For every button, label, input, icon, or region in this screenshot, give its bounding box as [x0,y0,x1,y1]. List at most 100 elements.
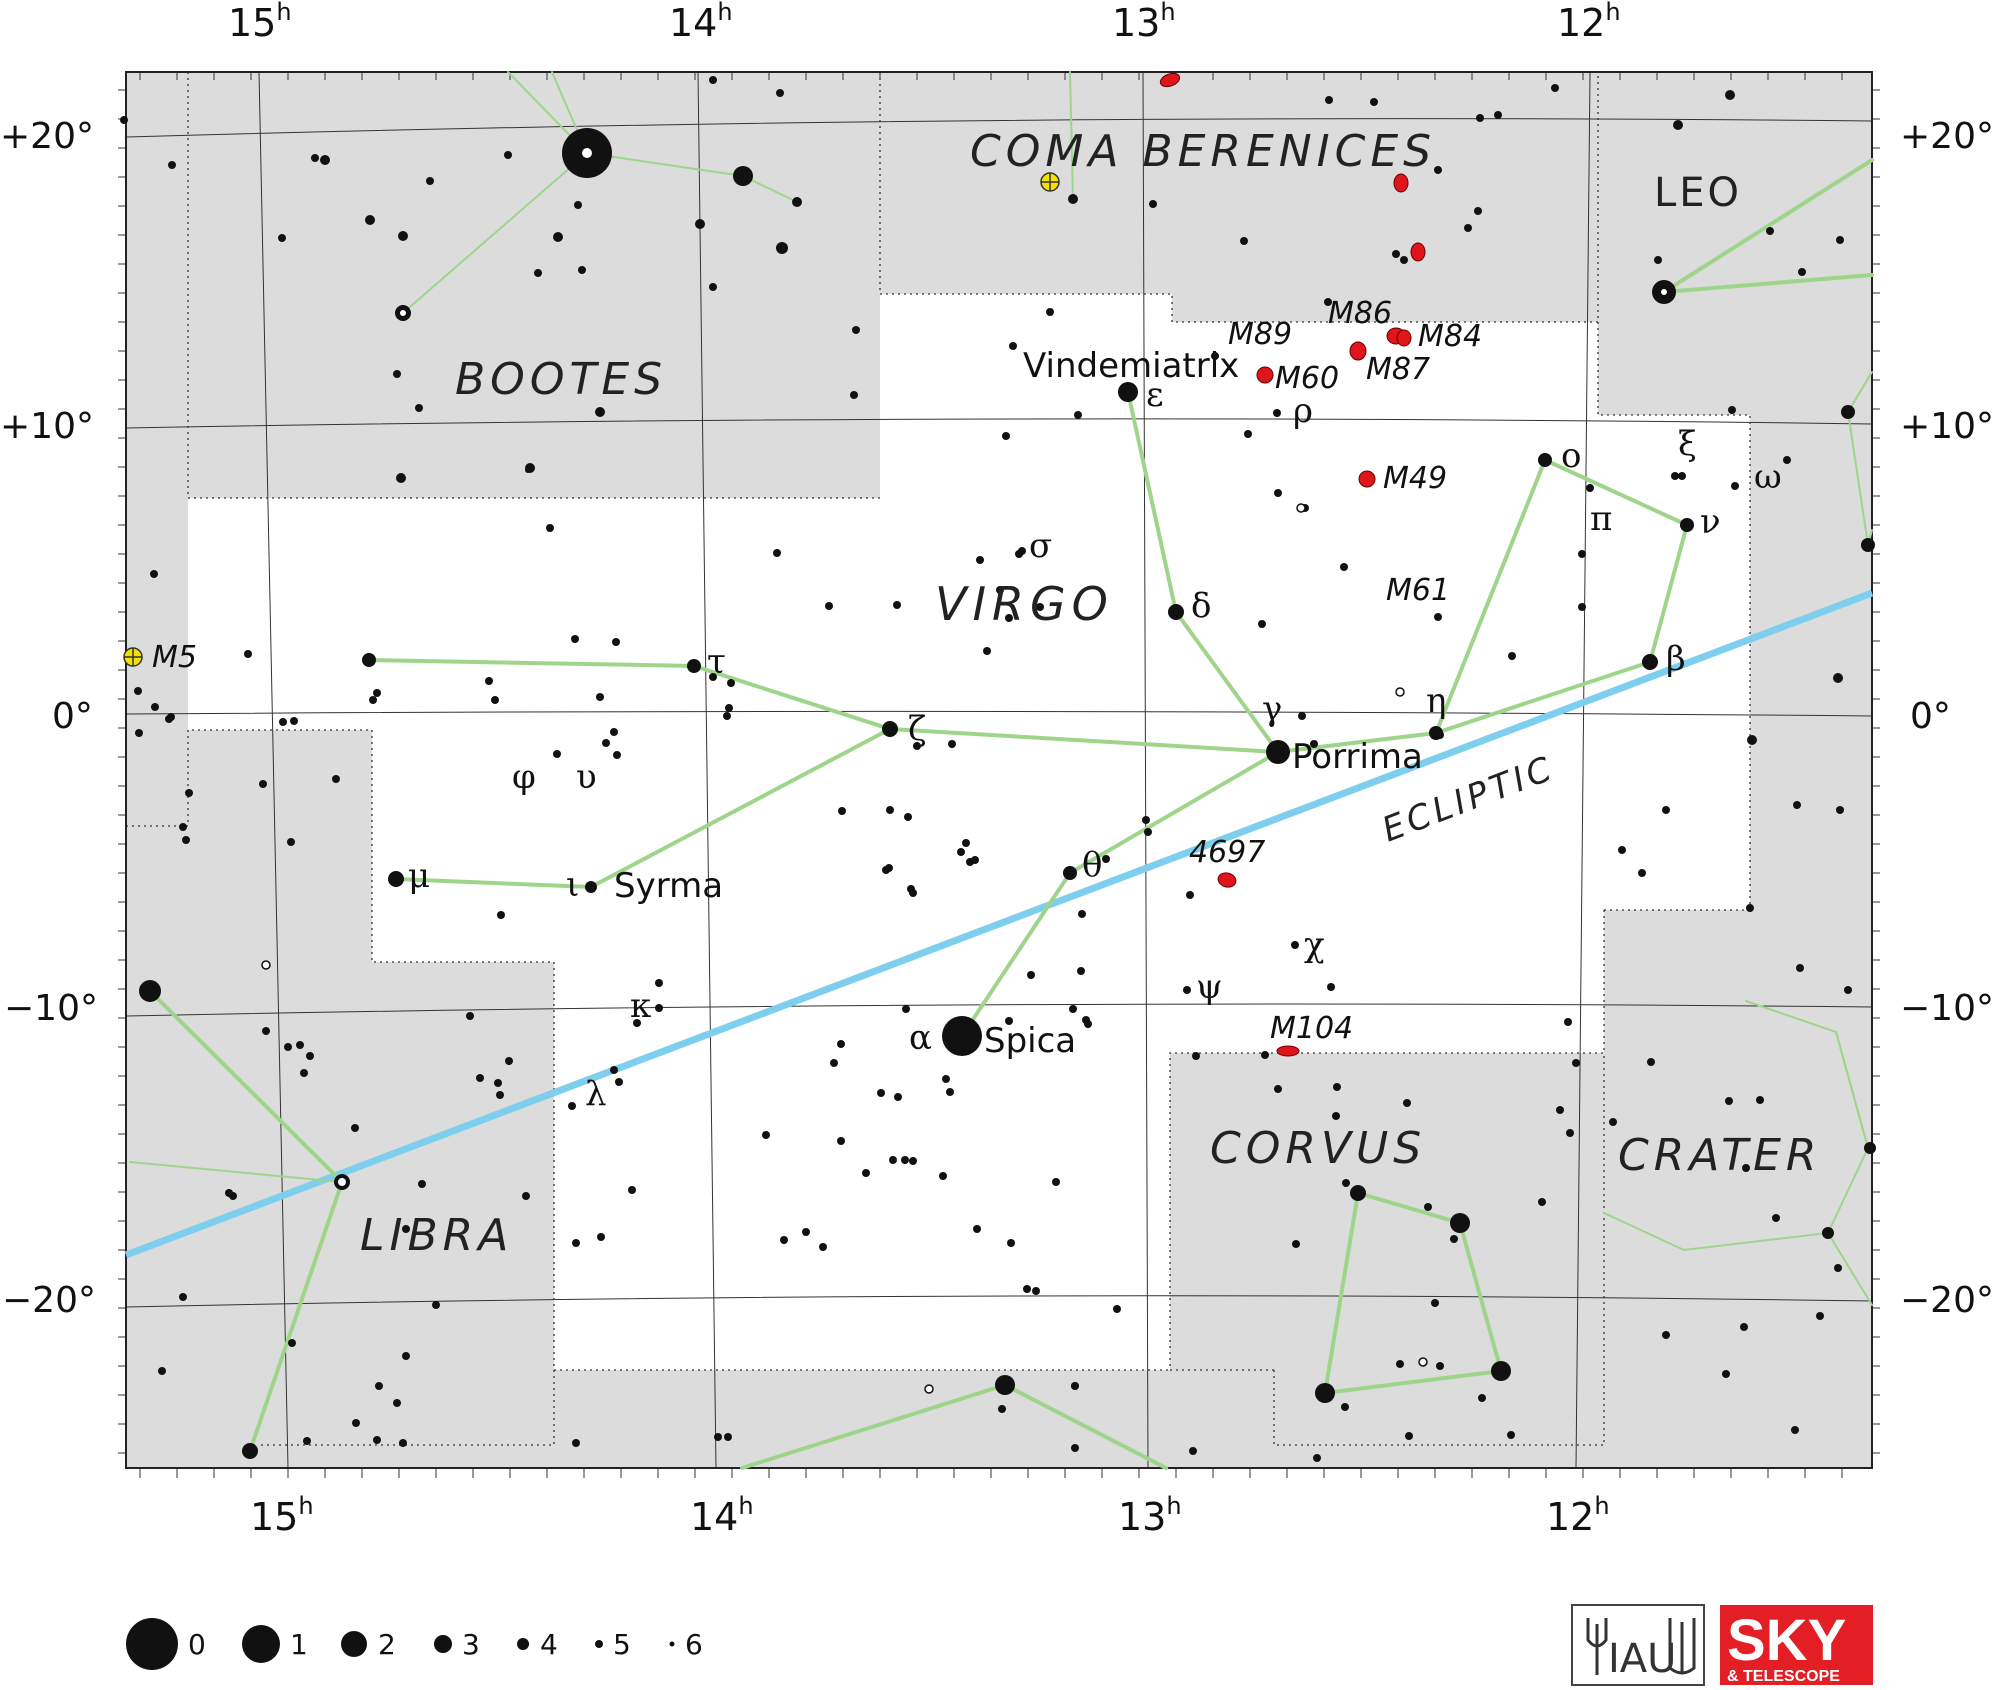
star-dot [714,1433,722,1441]
bayer-label: ξ [1678,424,1697,464]
star-dot [957,848,965,856]
star-dot [1332,1112,1340,1120]
star-dot [1292,1240,1300,1248]
galaxy-symbol [1276,1045,1300,1057]
dso-label: M87 [1366,352,1430,387]
galaxy-symbol [1410,242,1426,262]
star-label-vindemiatrix: Vindemiatrix [1023,346,1239,386]
ra-label-top: 14h [669,0,733,45]
axis-ticks [118,72,1880,1478]
bayer-label: ω [1754,457,1782,497]
bayer-label: δ [1191,586,1211,626]
star-dot [613,751,621,759]
legend-dot [341,1631,367,1657]
star-dot [415,404,423,412]
star-dot [1266,740,1290,764]
star-dot [595,407,605,417]
star-dot [1102,855,1110,863]
star-dot [909,1157,917,1165]
galaxy-symbol [1358,470,1376,488]
star-dot [485,677,493,685]
bayer-label: υ [576,757,597,797]
star-dot [1791,1426,1799,1434]
legend-label: 1 [290,1628,308,1661]
star-dot [244,650,252,658]
star-dot [1244,430,1252,438]
virgo-region [188,294,1750,1370]
star-dot [596,693,604,701]
star-dot [399,1439,407,1447]
star-dot [150,570,158,578]
star-dot [496,1091,504,1099]
star-marker [1661,289,1667,295]
dso-label: 4697 [1189,835,1265,870]
dso-label: M60 [1275,361,1339,396]
star-dot [158,1367,166,1375]
star-dot [1746,904,1754,912]
star-dot [597,1233,605,1241]
star-dot [375,1382,383,1390]
star-dot [505,1057,513,1065]
star-dot [185,789,193,797]
star-dot [426,177,434,185]
star-dot [1211,352,1219,360]
star-dot [850,391,858,399]
star-dot [1508,652,1516,660]
star-dot [837,1040,845,1048]
star-dot [1007,1239,1015,1247]
star-dot [983,647,991,655]
ra-label-top: 12h [1557,0,1621,45]
star-dot [1742,1164,1750,1172]
star-dot [1324,298,1332,306]
star-dot [279,718,287,726]
star-dot [494,1079,502,1087]
star-dot [165,715,173,723]
legend-dot [517,1638,529,1650]
star-dot [1798,268,1806,276]
star-dot [1052,1178,1060,1186]
star-dot [1392,250,1400,258]
star-dot [393,370,401,378]
star-dot [1325,96,1333,104]
star-dot [284,1043,292,1051]
star-dot [1434,613,1442,621]
star-dot [655,979,663,987]
dec-label-left: +20° [0,116,94,157]
star-dot [1572,1059,1580,1067]
star-marker [400,310,406,316]
dec-label-right: −10° [1900,988,1994,1029]
star-dot [388,871,404,887]
dec-label-right: −20° [1900,1280,1994,1321]
deep-sky-labels: M5 M89 M86 M84 M60 M87 M49 M61 4697 M104 [152,296,1482,1046]
galaxies [1159,72,1426,1057]
star-dot [1168,604,1184,620]
star-dot [1333,1083,1341,1091]
star-dot [1291,941,1299,949]
star-dot [776,89,784,97]
star-dot [971,856,979,864]
star-dot [287,838,295,846]
star-dot [1538,1198,1546,1206]
star-dot [852,326,860,334]
legend-dot [595,1640,603,1648]
ra-label-bottom: 15h [250,1492,314,1539]
dso-label: M5 [152,640,197,675]
dso-label: M86 [1328,296,1392,331]
star-dot [262,1027,270,1035]
chart-frame [125,71,1873,1469]
star-dot [278,234,286,242]
bayer-label: β [1666,639,1686,679]
star-dot [225,1189,233,1197]
star-dot [1310,740,1318,748]
star-dot [1538,453,1552,467]
star-dot [1841,405,1855,419]
legend-dot [242,1625,280,1663]
star-dot [179,1293,187,1301]
star-dot [311,154,319,162]
variable-star [1418,1357,1428,1367]
dec-label-left: 0° [52,696,93,737]
star-dot [574,201,582,209]
bayer-label: ο [1561,436,1581,476]
bayer-label: τ [707,642,726,682]
